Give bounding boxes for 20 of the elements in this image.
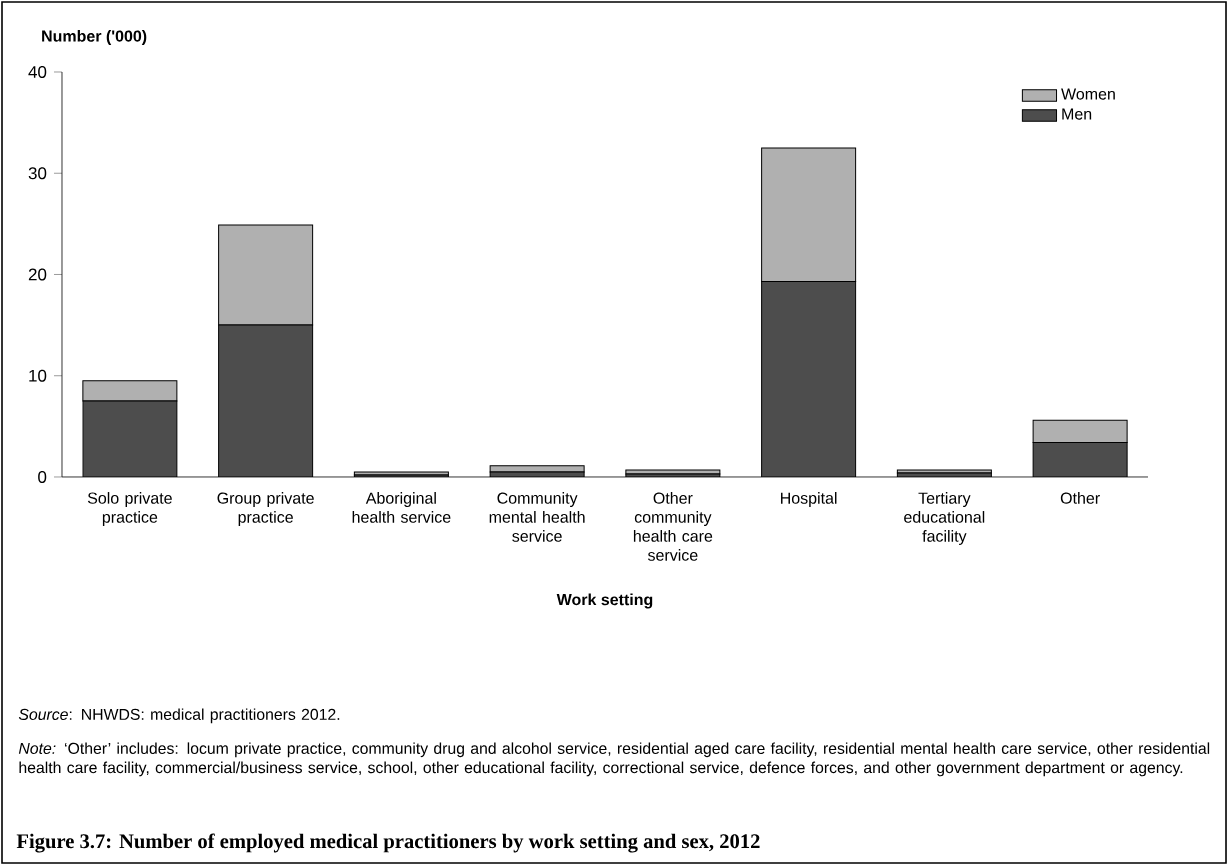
y-tick-label: 30 xyxy=(28,167,47,180)
y-tick-label: 40 xyxy=(28,65,47,78)
x-axis-title: Work setting xyxy=(556,593,653,609)
x-tick-label: Tertiary educational facility xyxy=(904,492,985,545)
y-tick-label: 0 xyxy=(38,470,47,483)
x-tick-label: Other xyxy=(1060,492,1100,504)
x-tick-label: Group private practice xyxy=(217,492,314,526)
y-axis-title: Number ('000) xyxy=(42,30,147,45)
text: Note: ‘Other’ includes: locum private practice, community drug and alcohol service, residential aged care facility, residential mental health care service, other residential health care facility, commercial/business service, school, other educational facility, correctional service, defence forces, and other government department or agency. xyxy=(18,742,1210,777)
legend-label: Women xyxy=(1061,88,1115,100)
y-tick-label: 20 xyxy=(28,268,47,281)
text: Figure 3.7: Number of employed medical practitioners by work setting and sex, 2012 xyxy=(16,833,760,853)
x-tick-label: Hospital xyxy=(781,492,837,507)
y-tick-label: 10 xyxy=(29,369,47,382)
x-tick-label: Solo private practice xyxy=(87,492,172,526)
x-tick-label: Aboriginal health service xyxy=(352,492,451,523)
text: Source: NHWDS: medical practitioners 2012. xyxy=(18,708,340,724)
x-tick-label: Other community health care service xyxy=(633,492,713,561)
x-tick-label: Community mental health service xyxy=(489,492,585,542)
legend-label: Men xyxy=(1062,108,1092,120)
